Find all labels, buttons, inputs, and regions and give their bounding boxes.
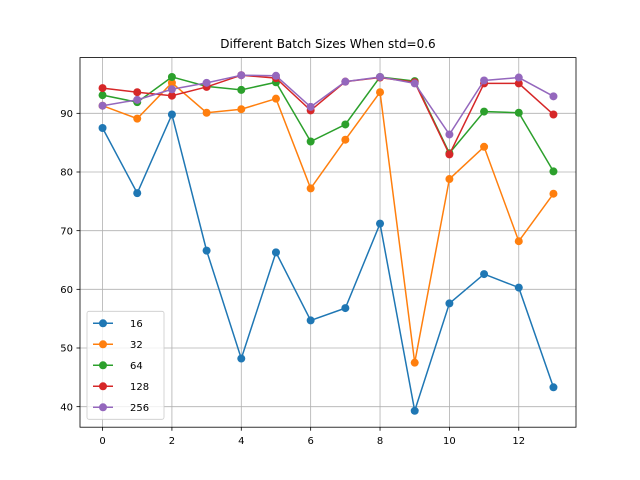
data-point [341, 77, 350, 86]
plot-frame [79, 57, 577, 428]
data-point [133, 95, 142, 104]
data-point [445, 299, 454, 308]
legend-label: 64 [130, 361, 143, 372]
data-point [237, 105, 246, 114]
x-tick-label: 2 [169, 436, 175, 447]
legend-entry: 256 [93, 403, 149, 414]
data-point [410, 79, 419, 88]
data-point [480, 270, 489, 279]
data-point [98, 124, 107, 132]
data-point [410, 358, 419, 367]
series-16 [98, 110, 558, 415]
data-point [98, 91, 107, 100]
legend-marker [99, 319, 107, 328]
data-point [167, 78, 176, 87]
data-point [514, 283, 523, 292]
data-point [271, 94, 280, 103]
data-point [376, 72, 385, 81]
data-point [480, 76, 489, 85]
legend-box [86, 310, 165, 420]
series-line [102, 74, 554, 157]
data-point [202, 78, 211, 87]
chart-title: Different Batch Sizes When std=0.6 [220, 37, 435, 51]
data-point [376, 219, 385, 228]
data-point [306, 102, 315, 111]
y-tick-label: 50 [60, 344, 73, 355]
legend-entry: 32 [93, 340, 143, 351]
data-point [237, 354, 246, 363]
series-layer [98, 71, 558, 415]
legend-label: 128 [130, 382, 149, 393]
legend: 16 32 64 128 256 [86, 310, 165, 420]
data-point [167, 110, 176, 119]
data-point [133, 88, 142, 97]
data-point [202, 108, 211, 117]
data-point [514, 73, 523, 82]
data-point [549, 189, 558, 198]
data-point [237, 71, 246, 80]
y-tick-label: 70 [60, 226, 73, 237]
y-tick-label: 60 [60, 285, 73, 296]
legend-marker [99, 382, 107, 391]
y-tick-label: 80 [60, 168, 73, 179]
data-point [445, 150, 454, 159]
legend-label: 16 [130, 319, 143, 330]
data-point [98, 84, 107, 93]
data-point [445, 175, 454, 184]
legend-marker [99, 361, 107, 370]
series-line [101, 112, 555, 412]
data-point [480, 107, 489, 116]
data-point [133, 189, 142, 198]
data-point [202, 246, 211, 255]
x-tick-label: 4 [238, 436, 244, 447]
data-point [514, 108, 523, 117]
data-point [514, 237, 523, 246]
legend-entry: 128 [93, 382, 149, 393]
x-tick-label: 10 [443, 436, 456, 447]
data-point [410, 406, 419, 415]
data-point [98, 101, 107, 110]
data-point [237, 85, 246, 94]
data-point [306, 137, 315, 146]
data-point [376, 88, 385, 97]
data-point [549, 110, 558, 119]
y-tick-label: 90 [60, 109, 73, 120]
series-line [102, 74, 554, 136]
data-point [271, 71, 280, 80]
x-tick-label: 0 [99, 436, 105, 447]
data-point [167, 91, 176, 100]
data-point [549, 167, 558, 176]
data-point [167, 85, 176, 94]
legend-label: 256 [130, 403, 149, 414]
y-tick-label: 40 [60, 402, 73, 413]
data-point [133, 114, 142, 123]
x-tick-label: 8 [377, 436, 383, 447]
series-line [102, 76, 555, 172]
data-point [167, 72, 176, 81]
legend-marker [99, 403, 107, 412]
data-point [341, 304, 350, 313]
x-tick-label: 12 [512, 436, 525, 447]
legend-entry: 64 [93, 361, 143, 372]
x-tick-label: 6 [307, 436, 313, 447]
data-point [514, 79, 523, 88]
series-256 [98, 71, 558, 139]
axis-ticks: 0 2 4 6 8 10 12 40 50 60 70 80 90 [60, 109, 525, 447]
data-point [341, 135, 350, 144]
data-point [341, 120, 350, 129]
data-point [549, 92, 558, 101]
legend-entry: 16 [93, 319, 143, 330]
data-point [306, 316, 315, 325]
data-point [549, 383, 558, 392]
data-point [480, 142, 489, 151]
data-point [271, 248, 280, 257]
legend-marker [99, 340, 107, 349]
data-point [306, 184, 315, 193]
data-point [445, 130, 454, 139]
legend-label: 32 [130, 340, 143, 351]
